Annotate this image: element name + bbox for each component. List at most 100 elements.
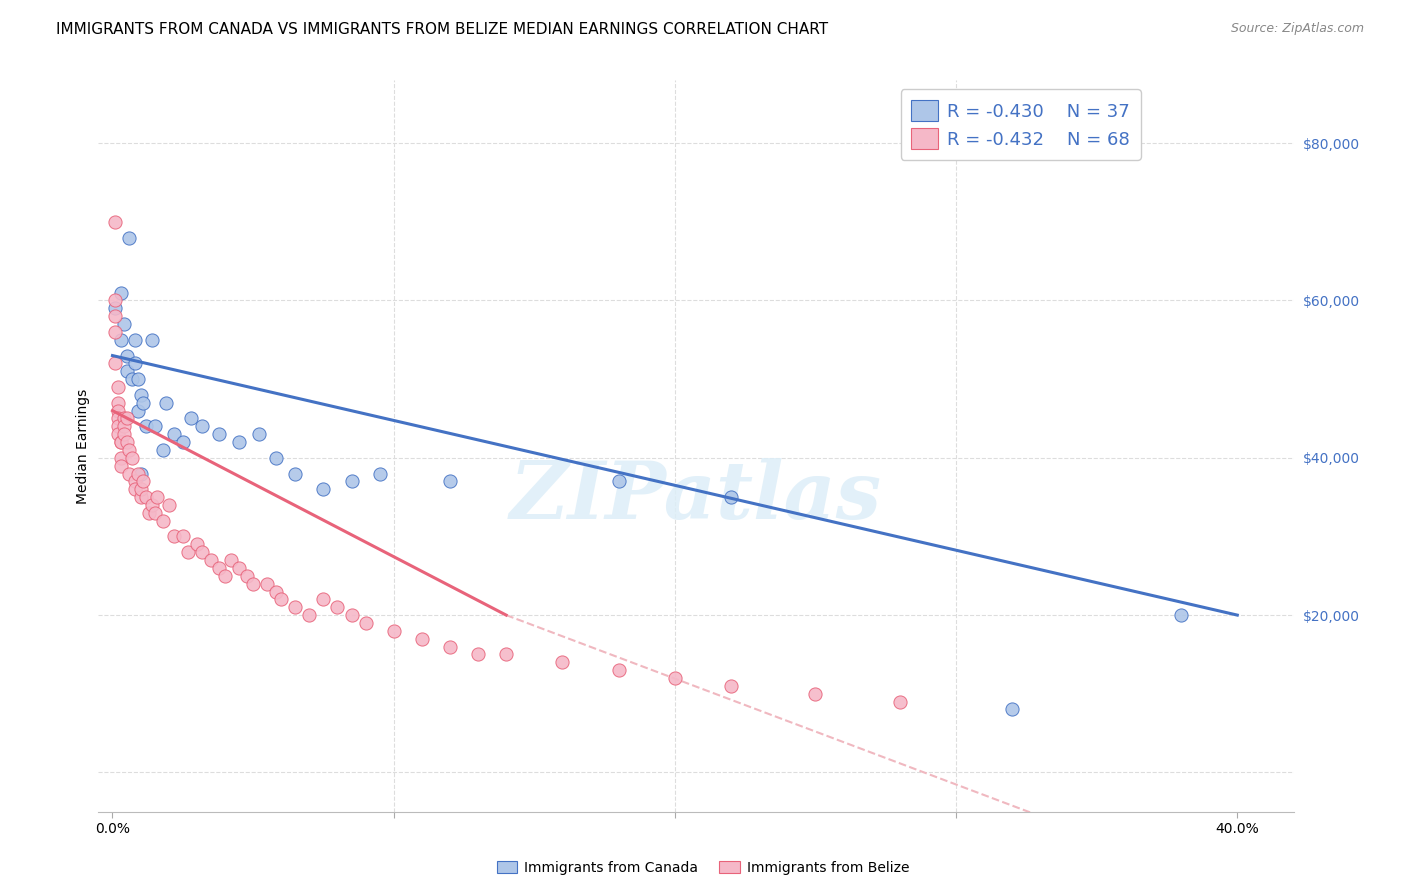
Point [551,655,574,669]
Point [124,356,146,370]
Point [115,435,138,450]
Point [191,545,214,559]
Point [804,687,827,701]
Point [664,671,686,685]
Point [720,679,742,693]
Point [124,475,146,489]
Point [214,568,236,582]
Point [124,482,146,496]
Point [312,592,335,607]
Point [1170,608,1192,623]
Point [312,482,335,496]
Point [720,490,742,504]
Point [200,553,222,567]
Point [135,419,157,434]
Point [607,475,630,489]
Point [270,592,292,607]
Point [129,482,152,496]
Point [127,467,149,481]
Point [110,285,132,300]
Point [104,325,127,339]
Point [118,442,141,457]
Point [143,419,166,434]
Legend: Immigrants from Canada, Immigrants from Belize: Immigrants from Canada, Immigrants from … [491,855,915,880]
Point [467,648,489,662]
Point [129,388,152,402]
Point [107,380,129,394]
Point [284,467,307,481]
Point [110,333,132,347]
Point [607,663,630,677]
Point [110,435,132,450]
Point [236,568,259,582]
Point [132,475,155,489]
Point [219,553,242,567]
Point [141,333,163,347]
Point [354,615,377,630]
Point [298,608,321,623]
Point [127,403,149,417]
Point [110,458,132,473]
Point [228,561,250,575]
Text: ZIPatlas: ZIPatlas [510,458,882,536]
Point [247,427,270,442]
Point [115,349,138,363]
Point [107,419,129,434]
Point [439,640,461,654]
Point [256,576,278,591]
Point [152,442,174,457]
Point [382,624,405,638]
Point [104,215,127,229]
Point [264,584,287,599]
Point [110,435,132,450]
Point [228,435,250,450]
Point [107,427,129,442]
Point [163,427,186,442]
Point [208,561,231,575]
Point [127,372,149,386]
Point [121,372,143,386]
Point [115,411,138,425]
Legend: R = -0.430    N = 37, R = -0.432    N = 68: R = -0.430 N = 37, R = -0.432 N = 68 [901,89,1142,160]
Point [121,450,143,465]
Point [104,356,127,370]
Point [107,411,129,425]
Point [177,545,200,559]
Point [138,506,160,520]
Point [889,695,911,709]
Y-axis label: Median Earnings: Median Earnings [76,388,90,504]
Point [242,576,264,591]
Point [152,514,174,528]
Point [172,435,194,450]
Point [112,427,135,442]
Point [132,396,155,410]
Point [146,490,169,504]
Point [191,419,214,434]
Point [155,396,177,410]
Point [264,450,287,465]
Point [129,490,152,504]
Text: IMMIGRANTS FROM CANADA VS IMMIGRANTS FROM BELIZE MEDIAN EARNINGS CORRELATION CHA: IMMIGRANTS FROM CANADA VS IMMIGRANTS FRO… [56,22,828,37]
Point [439,475,461,489]
Point [172,529,194,543]
Point [326,600,349,615]
Point [107,396,129,410]
Point [411,632,433,646]
Point [112,419,135,434]
Point [1001,702,1024,716]
Point [208,427,231,442]
Point [186,537,208,551]
Point [107,403,129,417]
Point [115,364,138,378]
Point [157,498,180,512]
Point [104,301,127,316]
Point [104,310,127,324]
Point [368,467,391,481]
Point [129,467,152,481]
Point [110,450,132,465]
Point [163,529,186,543]
Point [284,600,307,615]
Point [180,411,202,425]
Point [118,467,141,481]
Point [495,648,517,662]
